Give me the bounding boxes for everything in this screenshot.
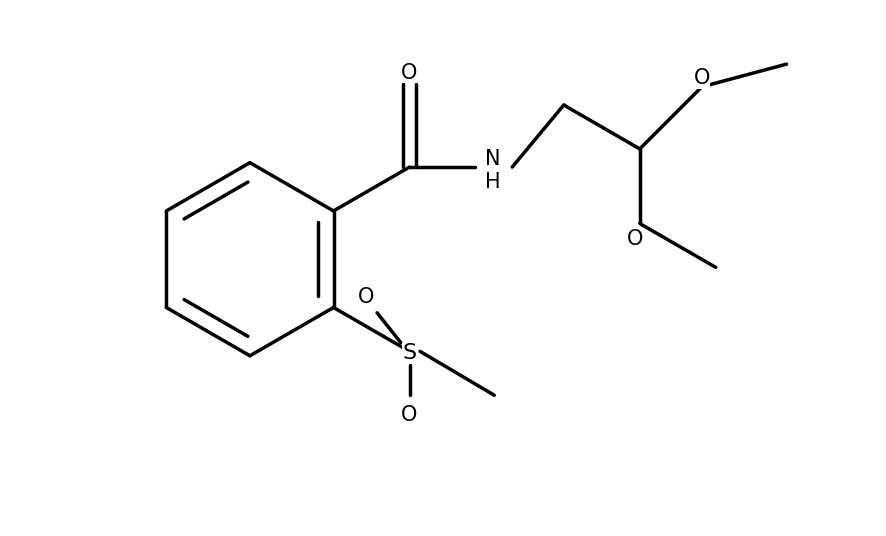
Text: O: O (401, 405, 417, 425)
Text: O: O (401, 63, 417, 83)
Text: O: O (627, 229, 643, 249)
Text: O: O (357, 287, 374, 307)
Text: S: S (402, 344, 416, 363)
Text: N
H: N H (486, 149, 501, 192)
Text: O: O (694, 68, 710, 88)
